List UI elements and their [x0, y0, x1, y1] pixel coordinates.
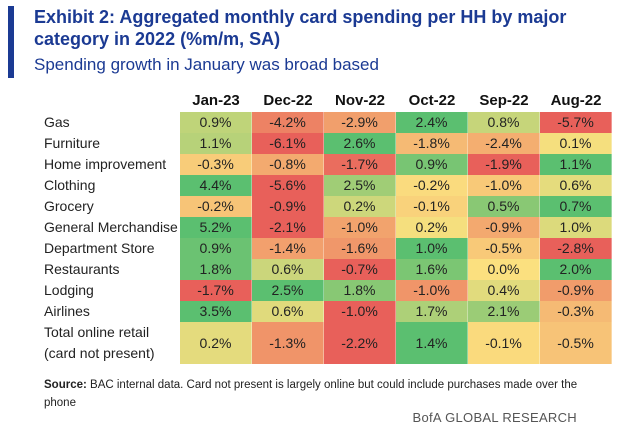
heatmap-cell: 5.2%: [180, 217, 252, 238]
heatmap-cell: -0.1%: [396, 196, 468, 217]
heatmap-cell: 1.4%: [396, 322, 468, 364]
source-note: Source: BAC internal data. Card not pres…: [44, 376, 604, 412]
heatmap-cell: 0.9%: [180, 112, 252, 133]
heatmap-cell: 0.9%: [396, 154, 468, 175]
row-label: Restaurants: [44, 261, 120, 277]
heatmap-cell: 1.0%: [540, 217, 612, 238]
heatmap-cell: 0.4%: [468, 280, 540, 301]
heatmap-cell: 2.5%: [324, 175, 396, 196]
heatmap-cell: -0.9%: [252, 196, 324, 217]
heatmap-cell: -1.0%: [468, 175, 540, 196]
heatmap-cell: 0.2%: [396, 217, 468, 238]
heatmap-cell: -0.2%: [396, 175, 468, 196]
row-label: Total online retail (card not present): [44, 324, 155, 361]
row-label: General Merchandise: [44, 219, 178, 235]
heatmap-cell: -5.7%: [540, 112, 612, 133]
heatmap-cell: 2.5%: [252, 280, 324, 301]
heatmap-cell: 1.1%: [180, 133, 252, 154]
heatmap-cell: 0.0%: [468, 259, 540, 280]
heatmap-cell: -1.3%: [252, 322, 324, 364]
heatmap-cell: -6.1%: [252, 133, 324, 154]
heatmap-cell: 3.5%: [180, 301, 252, 322]
column-header: Sep-22: [479, 92, 529, 109]
heatmap-cell: -0.2%: [180, 196, 252, 217]
heatmap-cell: -1.0%: [324, 301, 396, 322]
row-label: Lodging: [44, 282, 94, 298]
heatmap-cell: 0.6%: [252, 259, 324, 280]
heatmap-cell: -0.3%: [180, 154, 252, 175]
heatmap-cell: 0.7%: [540, 196, 612, 217]
heatmap-cell: 0.9%: [180, 238, 252, 259]
column-header: Dec-22: [263, 92, 313, 109]
heatmap-cell: -1.6%: [324, 238, 396, 259]
row-label: Airlines: [44, 303, 90, 319]
heatmap-cell: 2.0%: [540, 259, 612, 280]
heatmap-cell: -1.4%: [252, 238, 324, 259]
heatmap-cell: 0.2%: [324, 196, 396, 217]
heatmap-cell: 1.1%: [540, 154, 612, 175]
heatmap-cell: -0.5%: [468, 238, 540, 259]
column-header: Oct-22: [408, 92, 456, 109]
heatmap-cell: 0.5%: [468, 196, 540, 217]
column-header: Jan-23: [192, 92, 240, 109]
heatmap-cell: -0.5%: [540, 322, 612, 364]
heatmap-cell: -1.8%: [396, 133, 468, 154]
heatmap-cell: -2.2%: [324, 322, 396, 364]
heatmap-cell: 2.1%: [468, 301, 540, 322]
heatmap-cell: -0.3%: [540, 301, 612, 322]
heatmap-cell: -0.7%: [324, 259, 396, 280]
heatmap-cell: 1.8%: [324, 280, 396, 301]
heatmap-cell: -5.6%: [252, 175, 324, 196]
column-header: Nov-22: [334, 92, 386, 109]
heatmap-cell: -2.1%: [252, 217, 324, 238]
heatmap-cell: -2.9%: [324, 112, 396, 133]
row-label: Home improvement: [44, 156, 167, 172]
column-header: Aug-22: [550, 92, 602, 109]
heatmap-cell: -2.8%: [540, 238, 612, 259]
row-label: Grocery: [44, 198, 94, 214]
heatmap-cell: 0.2%: [180, 322, 252, 364]
heatmap-cell: -1.7%: [180, 280, 252, 301]
title-accent-bar: [8, 6, 14, 78]
heatmap-cell: 1.7%: [396, 301, 468, 322]
row-label: Department Store: [44, 240, 155, 256]
heatmap-cell: 4.4%: [180, 175, 252, 196]
heatmap-cell: 0.1%: [540, 133, 612, 154]
heatmap-cell: 1.8%: [180, 259, 252, 280]
source-text: BAC internal data. Card not present is l…: [44, 379, 578, 409]
footer-brand: BofA GLOBAL RESEARCH: [412, 410, 577, 425]
heatmap-cell: 1.6%: [396, 259, 468, 280]
heatmap-cell: -0.8%: [252, 154, 324, 175]
heatmap-cell: 1.0%: [396, 238, 468, 259]
heatmap-cell: 2.6%: [324, 133, 396, 154]
heatmap-cell: -1.7%: [324, 154, 396, 175]
row-label: Clothing: [44, 177, 96, 193]
heatmap-cell: 2.4%: [396, 112, 468, 133]
heatmap-cell: -1.9%: [468, 154, 540, 175]
heatmap-cell: -1.0%: [324, 217, 396, 238]
row-label: Furniture: [44, 135, 101, 151]
heatmap-cell: -1.0%: [396, 280, 468, 301]
source-label: Source:: [44, 379, 87, 391]
heatmap-cell: -2.4%: [468, 133, 540, 154]
heatmap-cell: -0.9%: [540, 280, 612, 301]
heatmap-cell: 0.6%: [540, 175, 612, 196]
row-label: Gas: [44, 114, 70, 130]
heatmap-cell: 0.6%: [252, 301, 324, 322]
chart-subtitle: Spending growth in January was broad bas…: [34, 55, 379, 74]
heatmap-cell: -0.9%: [468, 217, 540, 238]
heatmap-cell: -0.1%: [468, 322, 540, 364]
heatmap-cell: -4.2%: [252, 112, 324, 133]
heatmap-cell: 0.8%: [468, 112, 540, 133]
chart-title: Exhibit 2: Aggregated monthly card spend…: [34, 7, 567, 49]
